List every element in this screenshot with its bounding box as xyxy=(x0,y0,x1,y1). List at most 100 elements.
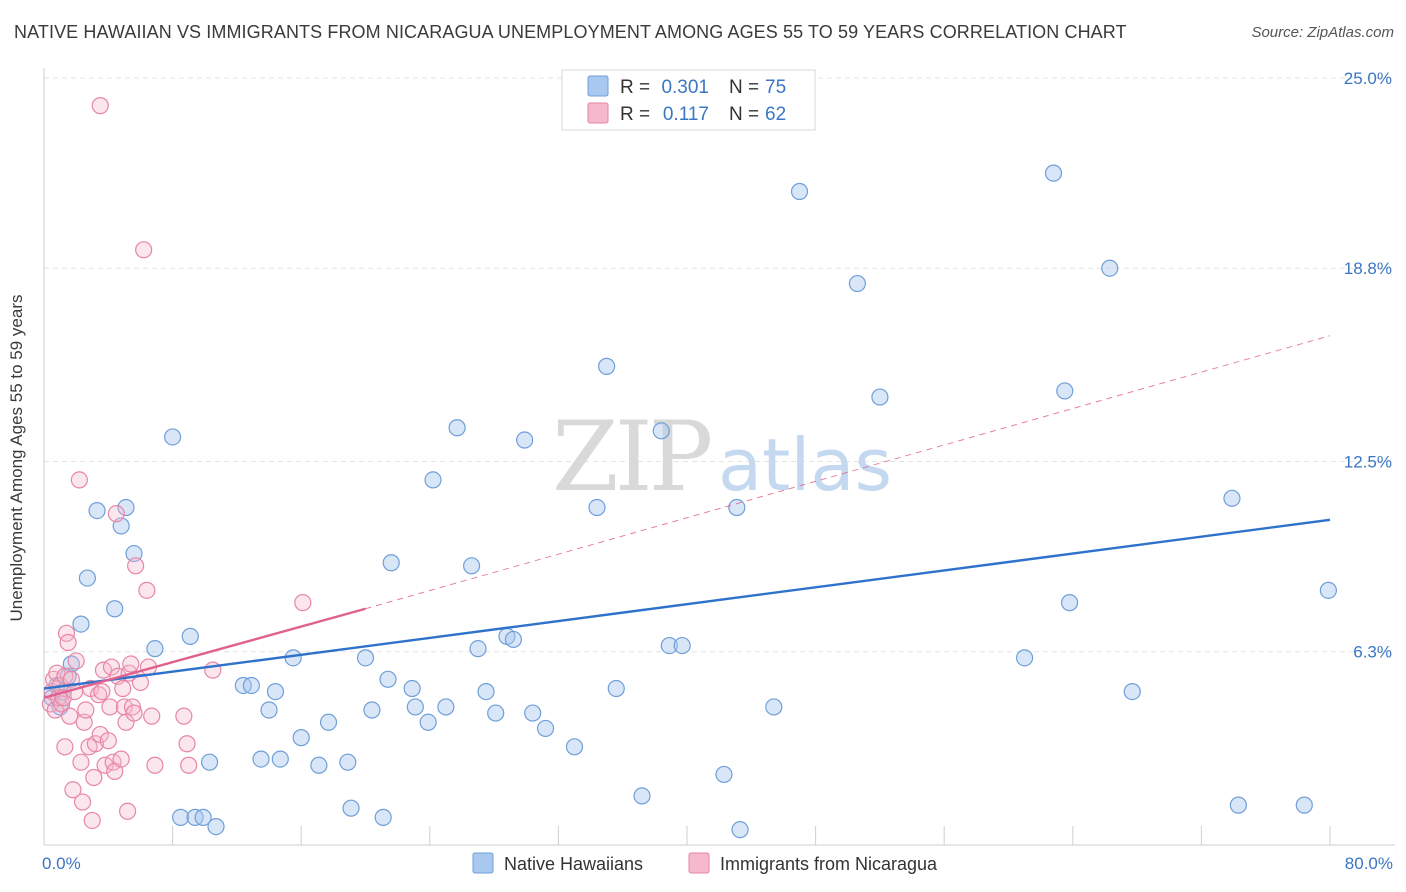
native-hawaiian-point xyxy=(78,569,97,587)
native-hawaiian-point xyxy=(565,738,584,756)
native-hawaiian-point xyxy=(524,704,542,722)
native-hawaiian-point xyxy=(403,679,421,698)
nicaragua-point xyxy=(67,652,85,670)
y-tick-label: 25.0% xyxy=(1344,69,1392,88)
bottom-legend-swatch xyxy=(472,852,494,874)
nicaragua-point xyxy=(107,505,125,523)
bottom-legend: Native Hawaiians Immigrants from Nicaragu… xyxy=(472,852,938,874)
native-hawaiian-point xyxy=(292,729,310,747)
native-hawaiian-point xyxy=(1044,164,1063,182)
native-hawaiian-point xyxy=(673,636,691,655)
native-hawaiian-point xyxy=(172,808,190,826)
native-hawaiian-point xyxy=(765,698,783,716)
native-hawaiian-point xyxy=(516,431,534,449)
nicaragua-point xyxy=(123,698,142,716)
trend-layer xyxy=(43,335,1331,699)
legend-r-label: R = xyxy=(620,104,650,125)
native-hawaiian-point xyxy=(181,627,199,645)
nicaragua-point xyxy=(175,707,193,725)
native-hawaiian-point xyxy=(588,498,606,517)
native-hawaiian-point xyxy=(1101,259,1119,277)
native-hawaiian-point xyxy=(319,713,338,731)
native-hawaiian-point xyxy=(342,799,360,817)
nicaragua-point xyxy=(53,695,71,713)
nicaragua-point xyxy=(56,738,74,756)
bottom-legend-label: Native Hawaiians xyxy=(504,854,643,874)
nicaragua-point xyxy=(61,707,79,725)
native-hawaiian-point xyxy=(848,274,866,293)
nicaragua-point xyxy=(131,673,150,691)
native-hawaiian-point xyxy=(715,765,733,784)
native-hawaiian-point xyxy=(1015,649,1034,667)
native-hawaiian-point xyxy=(374,808,392,826)
x-tick-label: 0.0% xyxy=(42,854,81,873)
native-hawaiian-point xyxy=(462,557,481,575)
nicaragua-point xyxy=(64,781,82,799)
bottom-legend-label: Immigrants from Nicaragua xyxy=(720,854,938,874)
nicaragua-point xyxy=(127,557,145,575)
watermark-atlas: atlas xyxy=(718,423,892,507)
native-hawaiian-point xyxy=(607,679,625,698)
y-tick-label: 18.8% xyxy=(1344,259,1392,278)
legend-r-value: 0.301 xyxy=(661,77,709,98)
nicaragua-point xyxy=(114,679,132,698)
nicaragua-point xyxy=(77,701,95,719)
native-hawaiian-point xyxy=(146,640,164,658)
native-hawaiian-point xyxy=(284,649,302,667)
nicaragua-point xyxy=(135,241,153,259)
axis-layer: 6.3% 12.5% 18.8% 25.0% 0.0% 80.0% xyxy=(42,68,1395,873)
native-hawaiian-point xyxy=(271,750,289,768)
native-hawaiian-point xyxy=(504,630,522,649)
legend-n-value: 75 xyxy=(765,77,786,98)
native-hawaiian-point xyxy=(598,357,616,375)
point-layer xyxy=(41,97,1337,839)
source-credit: Source: ZipAtlas.com xyxy=(1251,24,1394,41)
nicaragua-point xyxy=(125,704,143,722)
native-hawaiian-point xyxy=(731,821,749,839)
native-hawaiian-point xyxy=(1056,382,1074,400)
legend-swatch xyxy=(587,102,609,124)
native-hawaiian-point xyxy=(406,698,424,716)
nicaragua-point xyxy=(99,732,117,750)
native-hawaiian-point xyxy=(477,682,495,701)
native-hawaiian-point xyxy=(194,808,212,826)
native-hawaiian-point xyxy=(88,501,106,520)
nicaragua-point xyxy=(75,713,93,731)
nicaragua-point xyxy=(143,707,161,725)
nicaragua-point xyxy=(59,633,77,652)
nicaragua-point xyxy=(178,735,196,753)
native-hawaiian-point xyxy=(266,682,285,701)
native-hawaiian-point xyxy=(469,640,487,658)
nicaragua-point xyxy=(102,658,121,676)
legend-swatch xyxy=(587,75,609,97)
y-tick-label: 12.5% xyxy=(1344,453,1392,472)
native-hawaiian-point xyxy=(633,787,651,805)
native-hawaiian-point xyxy=(164,428,182,446)
legend-n-label: N = xyxy=(729,77,759,98)
watermark: ZIP atlas xyxy=(552,401,892,513)
nicaragua-point xyxy=(118,802,137,820)
nicaragua-point xyxy=(122,655,140,673)
native-hawaiian-point xyxy=(339,753,357,771)
top-legend: R = 0.301 N = 75 R = 0.117 N = 62 xyxy=(561,69,816,131)
nicaragua-trendline-extended xyxy=(365,335,1331,610)
native-hawaiian-point xyxy=(1060,594,1079,612)
nicaragua-point xyxy=(73,793,92,811)
native-hawaiian-point xyxy=(379,670,397,688)
bottom-legend-swatch xyxy=(688,852,710,874)
native-hawaiian-point xyxy=(117,498,135,517)
native-hawaiian-point xyxy=(106,600,124,618)
x-tick-label: 80.0% xyxy=(1345,854,1393,873)
legend-r-value: 0.117 xyxy=(663,104,709,125)
native-hawaiian-point xyxy=(382,554,400,572)
nicaragua-point xyxy=(83,811,101,830)
nicaragua-point xyxy=(112,750,130,768)
nicaragua-point xyxy=(180,756,198,774)
nicaragua-trendline xyxy=(43,607,366,699)
native-hawaiian-point xyxy=(242,676,260,695)
native-hawaiian-point xyxy=(200,753,219,771)
native-hawaiian-point xyxy=(72,615,90,633)
native-hawaiian-point xyxy=(1319,581,1337,599)
native-hawaiian-point xyxy=(363,701,381,719)
